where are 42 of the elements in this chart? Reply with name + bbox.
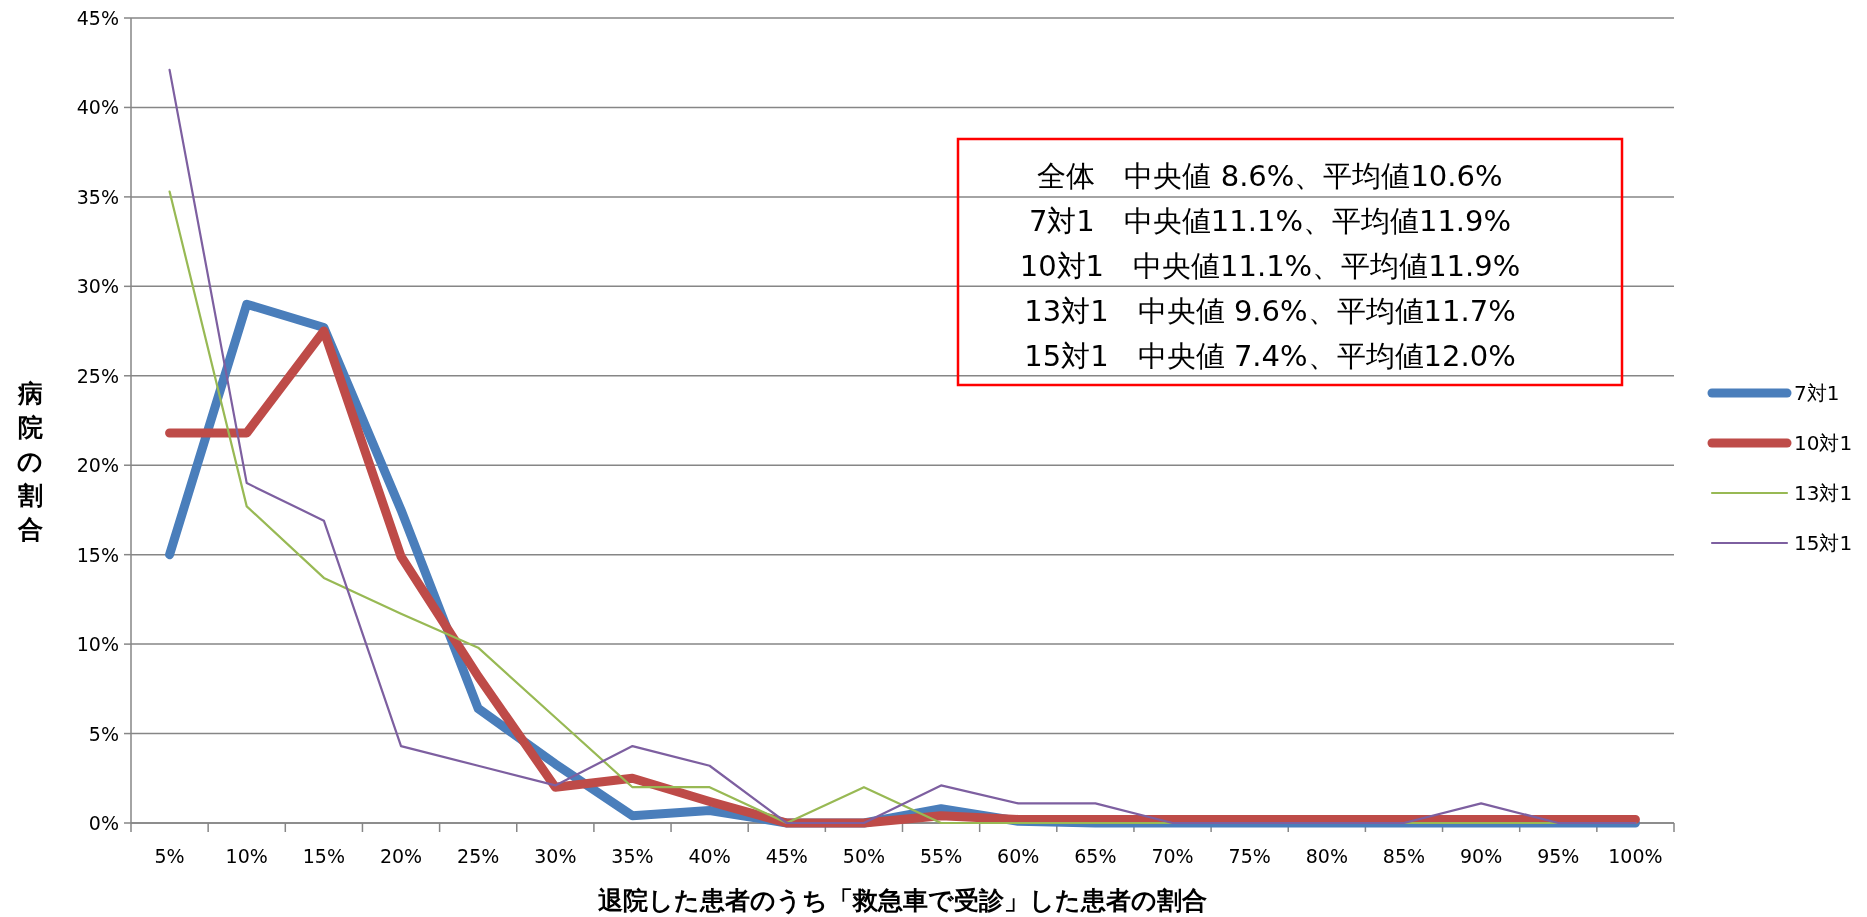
line-series: [168, 68, 1637, 825]
x-axis-title: 退院した患者のうち「救急車で受診」した患者の割合: [598, 886, 1207, 915]
legend-label: 10対1: [1794, 431, 1853, 455]
x-tick-label: 90%: [1460, 845, 1503, 867]
y-tick-label: 5%: [88, 722, 119, 745]
annotation: 13対1 中央値 9.6%、平均値11.7%: [1024, 294, 1516, 328]
x-tick-label: 40%: [688, 845, 731, 867]
x-tick-label: 55%: [919, 845, 963, 867]
legend-label: 15対1: [1794, 531, 1853, 555]
y-tick-label: 10%: [76, 633, 119, 656]
x-tick-label: 50%: [842, 845, 886, 867]
y-tick-label: 40%: [76, 96, 119, 119]
x-tick-label: 10%: [225, 845, 268, 867]
x-tick-label: 25%: [457, 845, 500, 867]
annotation: 7対1 中央値11.1%、平均値11.9%: [1028, 204, 1512, 238]
x-tick-label: 35%: [611, 845, 654, 867]
x-tick-label: 95%: [1537, 845, 1580, 867]
x-tick-label: 100%: [1608, 845, 1663, 867]
x-tick-label: 70%: [1151, 845, 1194, 867]
legend-label: 13対1: [1794, 481, 1853, 505]
y-tick-label: 20%: [76, 454, 119, 477]
y-tick-label: 45%: [76, 7, 119, 29]
x-tick-label: 60%: [997, 845, 1040, 867]
x-tick-label: 20%: [379, 845, 423, 867]
y-tick-label: 0%: [88, 812, 119, 834]
x-tick-label: 85%: [1382, 845, 1426, 867]
x-tick-label: 80%: [1305, 845, 1348, 867]
y-axis-title: 病院の割合: [16, 379, 43, 544]
annotation: 15対1 中央値 7.4%、平均値12.0%: [1024, 339, 1516, 373]
annotation: 10対1 中央値11.1%、平均値11.9%: [1019, 249, 1521, 283]
x-tick-label: 15%: [302, 845, 345, 867]
y-tick-label: 35%: [76, 185, 119, 208]
legend-label: 7対1: [1794, 381, 1840, 405]
y-tick-label: 25%: [76, 364, 119, 387]
y-tick-label: 30%: [76, 275, 119, 298]
annotation: 全体 中央値 8.6%、平均値10.6%: [1037, 159, 1503, 193]
x-tick-label: 30%: [534, 845, 577, 867]
x-tick-label: 65%: [1074, 845, 1117, 867]
x-tick-label: 75%: [1228, 845, 1271, 867]
x-tick-label: 45%: [765, 845, 808, 867]
x-tick-label: 5%: [154, 845, 185, 867]
y-tick-label: 15%: [76, 543, 119, 566]
